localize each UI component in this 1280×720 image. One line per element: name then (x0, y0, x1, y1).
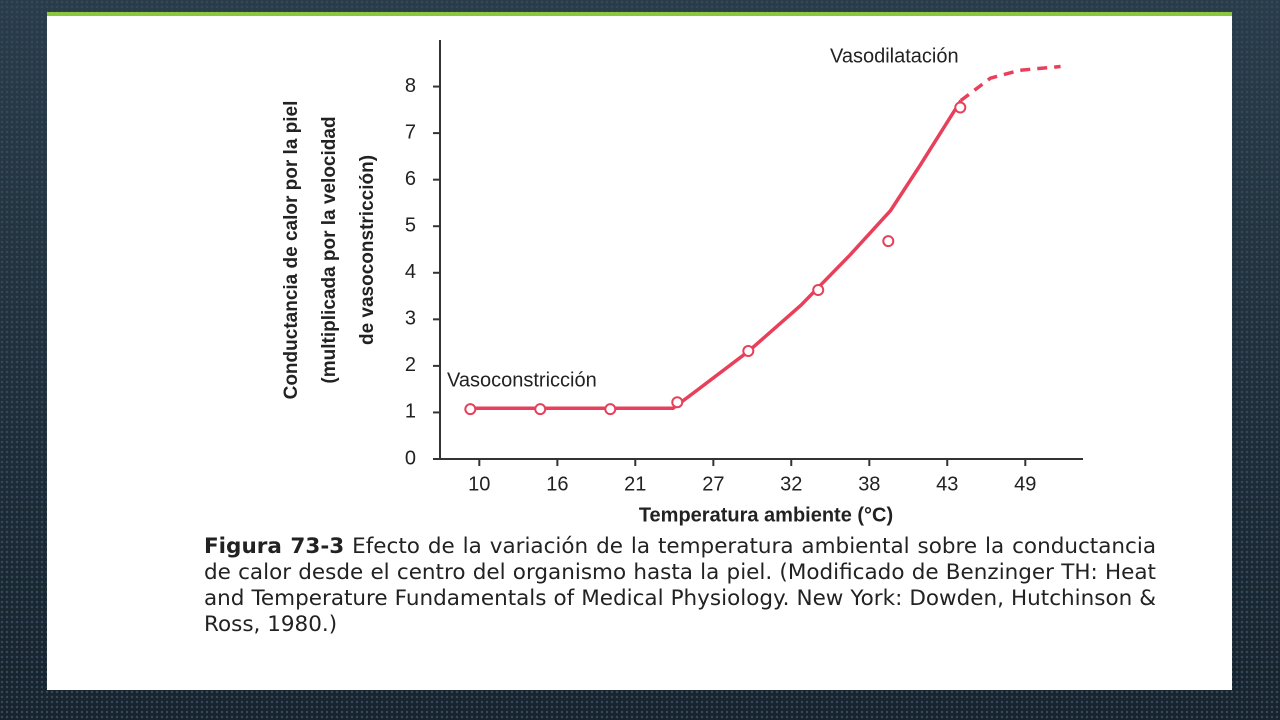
x-tick-label: 16 (546, 473, 568, 495)
y-axis-title: Conductancia de calor por la piel (multi… (281, 101, 378, 400)
x-tick-label: 32 (780, 473, 802, 495)
data-point (812, 284, 825, 297)
x-tick-label: 49 (1014, 473, 1036, 495)
y-axis-title-line: Conductancia de calor por la piel (281, 101, 302, 400)
y-tick-label: 6 (405, 168, 416, 190)
annotation: Vasodilatación (830, 45, 959, 67)
x-tick-label: 21 (624, 473, 646, 495)
y-tick-label: 3 (405, 308, 416, 330)
x-tick-label: 43 (936, 473, 958, 495)
y-tick-label: 2 (405, 354, 416, 376)
data-line (959, 64, 1061, 102)
data-point (954, 101, 967, 114)
figure-caption: Figura 73-3 Efecto de la variación de la… (204, 534, 1156, 638)
caption-label: Figura 73-3 (204, 534, 345, 559)
y-tick-label: 7 (405, 121, 416, 143)
y-tick-label: 1 (405, 401, 416, 423)
data-point (882, 235, 895, 248)
y-axis-title-line: de vasoconstricción) (357, 155, 378, 345)
y-tick-label: 5 (405, 215, 416, 237)
y-tick-label: 0 (405, 447, 416, 469)
caption-text: Efecto de la variación de la temperatura… (204, 534, 1156, 637)
data-point (671, 396, 684, 409)
y-tick-label: 8 (405, 75, 416, 97)
x-tick-label: 27 (702, 473, 724, 495)
annotation: Vasoconstricción (447, 369, 597, 391)
data-point (604, 403, 617, 416)
panel (47, 12, 1232, 690)
data-line (467, 99, 963, 411)
data-point (742, 344, 755, 357)
y-axis-title-line: (multiplicada por la velocidad (319, 116, 340, 383)
x-axis-title: Temperatura ambiente (°C) (639, 504, 893, 526)
y-tick-label: 4 (405, 261, 416, 283)
data-point (534, 403, 547, 416)
x-tick-label: 10 (468, 473, 490, 495)
data-point (464, 403, 477, 416)
x-tick-label: 38 (858, 473, 880, 495)
